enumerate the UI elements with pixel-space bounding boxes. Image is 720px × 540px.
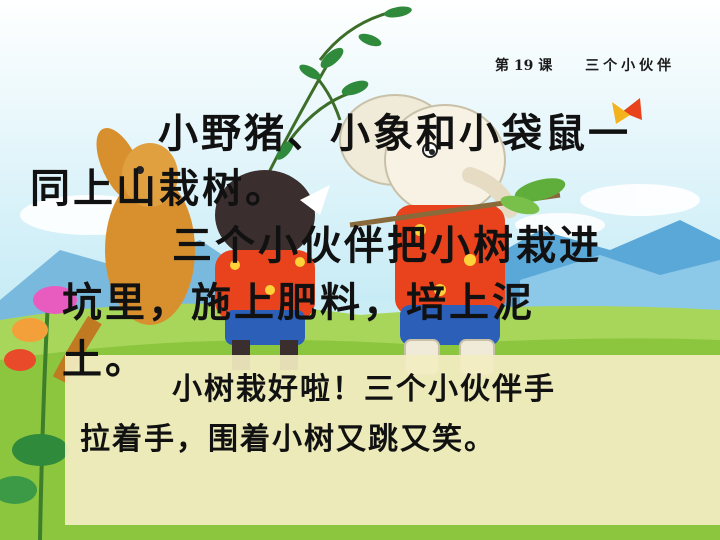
sapling [349,178,566,228]
kangaroo [52,127,195,384]
butterfly [612,98,642,124]
text-panel [65,355,720,525]
paragraph2-line1: 三个小伙伴把小树栽进 [172,223,602,269]
paragraph2-line2: 坑里，施上肥料，培上泥 [62,280,535,326]
flowers [0,286,77,540]
paragraph3-line1: 小树栽好啦！三个小伙伴手 [172,372,556,407]
paragraph2-line3: 土。 [62,337,148,383]
lesson-header: 第 19 课 三个小伙伴 [495,55,695,79]
paragraph1-line1: 小野猪、小象和小袋鼠一 [158,111,631,157]
paragraph3-line2: 拉着手，围着小树又跳又笑。 [80,422,496,457]
tree-leaves [276,6,412,160]
paragraph1-line2: 同上山栽树。 [30,166,288,212]
lesson-title: 三个小伙伴 [585,58,676,74]
lesson-number: 第 19 课 [495,58,553,74]
